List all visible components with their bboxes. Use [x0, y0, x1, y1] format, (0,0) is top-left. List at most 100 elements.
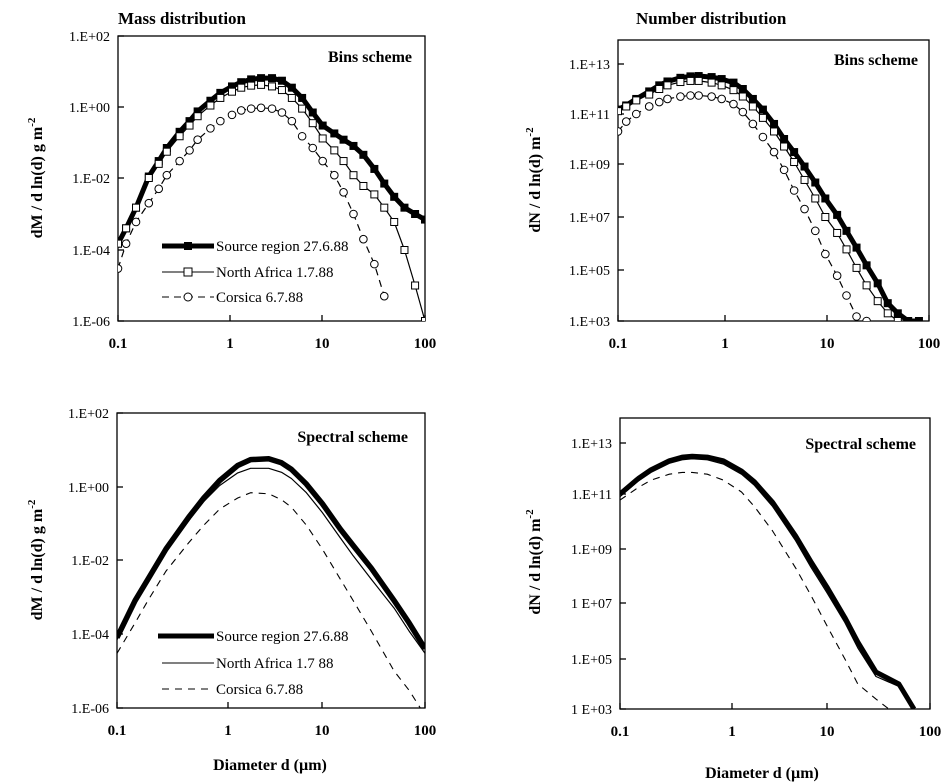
data-point	[349, 209, 358, 219]
data-point	[748, 94, 757, 103]
data-point	[821, 194, 830, 203]
data-point	[287, 93, 296, 102]
data-point	[717, 75, 726, 84]
data-point	[618, 127, 623, 136]
data-point	[370, 259, 379, 269]
corsica-series	[118, 103, 389, 301]
data-point	[247, 81, 256, 90]
corsica-series	[618, 91, 871, 321]
data-point	[330, 170, 339, 180]
data-point	[162, 147, 171, 156]
data-point	[694, 76, 703, 85]
series-line	[117, 467, 425, 654]
data-point	[277, 76, 286, 85]
x-tick-label: 0.1	[609, 336, 628, 352]
data-point	[904, 317, 913, 321]
north-africa-series	[620, 458, 915, 709]
y-tick-label: 1.E-04	[72, 244, 110, 259]
data-point	[644, 102, 654, 111]
panel-title: Mass distribution	[118, 9, 247, 28]
data-point	[790, 158, 799, 167]
y-axis-label: dM / d ln(d) g m-2	[26, 117, 46, 238]
y-tick-label: 1.E+02	[68, 407, 109, 422]
legend-marker-north-africa	[183, 267, 193, 277]
legend-label-source: Source region 27.6.88	[216, 629, 348, 645]
series-line	[620, 453, 917, 709]
panel-title: Number distribution	[636, 9, 787, 28]
data-point	[632, 96, 641, 105]
series-line	[118, 84, 425, 321]
scheme-label: Bins scheme	[834, 52, 918, 69]
x-ticks: 0.1 1 10 100	[108, 702, 436, 739]
data-point	[780, 135, 789, 143]
y-tick-label: 1.E+00	[69, 101, 110, 116]
data-point	[411, 281, 420, 290]
data-point	[883, 299, 892, 308]
data-point	[318, 121, 327, 130]
corsica-series	[117, 492, 421, 708]
data-point	[154, 184, 164, 194]
legend-label-source: Source region 27.6.88	[216, 239, 348, 255]
data-point	[800, 175, 809, 184]
y-tick-label: 1.E+00	[68, 481, 109, 496]
data-point	[379, 291, 389, 301]
data-point	[390, 192, 399, 201]
y-tick-label: 1.E+07	[569, 211, 610, 226]
data-point	[769, 147, 779, 157]
data-point	[832, 271, 842, 280]
y-axis-label-main: dM / d ln(d) g m	[29, 508, 46, 620]
scheme-label: Spectral scheme	[297, 429, 408, 446]
data-point	[359, 181, 368, 190]
data-point	[852, 312, 861, 321]
data-point	[833, 210, 842, 219]
data-point	[621, 117, 631, 126]
y-axis-label: dN / d ln(d) m-2	[524, 127, 544, 233]
x-tick-label: 100	[414, 336, 437, 352]
data-point	[237, 78, 246, 87]
y-axis-label-main: dM / d ln(d) g m	[29, 126, 46, 238]
data-point	[810, 226, 820, 236]
data-point	[330, 146, 339, 155]
data-point	[676, 92, 685, 101]
data-point	[227, 87, 236, 96]
data-point	[206, 124, 215, 133]
data-point	[206, 101, 215, 110]
data-point	[257, 80, 266, 89]
x-tick-label: 100	[918, 336, 941, 352]
data-point	[227, 110, 237, 120]
data-point	[421, 215, 425, 224]
data-point	[811, 194, 820, 203]
y-axis-label-main: dN / d ln(d) m	[527, 136, 544, 233]
data-point	[821, 213, 830, 221]
data-point	[780, 142, 789, 151]
data-point	[893, 309, 902, 318]
y-ticks: 1 E+03 1.E+05 1 E+07 1.E+09 1.E+11 1.E+13	[571, 437, 626, 718]
data-point	[842, 226, 851, 235]
number-bins-panel: Number distribution Bins scheme dN / d l…	[524, 9, 940, 352]
data-point	[359, 150, 368, 159]
data-point	[707, 73, 716, 82]
data-point	[193, 135, 202, 144]
data-point	[318, 156, 327, 166]
data-point	[268, 82, 277, 91]
data-point	[185, 146, 194, 155]
y-axis-label-exponent: -2	[26, 117, 38, 127]
data-point	[131, 217, 141, 227]
y-tick-label: 1.E-02	[71, 554, 109, 569]
data-point	[122, 224, 131, 233]
data-point	[631, 109, 641, 119]
data-point	[144, 174, 153, 182]
data-point	[707, 78, 716, 87]
data-point	[770, 119, 779, 128]
data-point	[770, 127, 779, 136]
scheme-label: Bins scheme	[328, 49, 412, 66]
data-point	[206, 96, 215, 105]
data-point	[883, 309, 892, 318]
data-point	[185, 121, 194, 130]
legend: Source region 27.6.88 North Africa 1.7.8…	[162, 239, 348, 306]
data-point	[833, 228, 842, 237]
data-point	[380, 203, 389, 212]
mass-bins-panel: Mass distribution Bins scheme dM / d ln(…	[26, 9, 436, 352]
data-point	[717, 81, 726, 90]
data-point	[349, 171, 358, 180]
